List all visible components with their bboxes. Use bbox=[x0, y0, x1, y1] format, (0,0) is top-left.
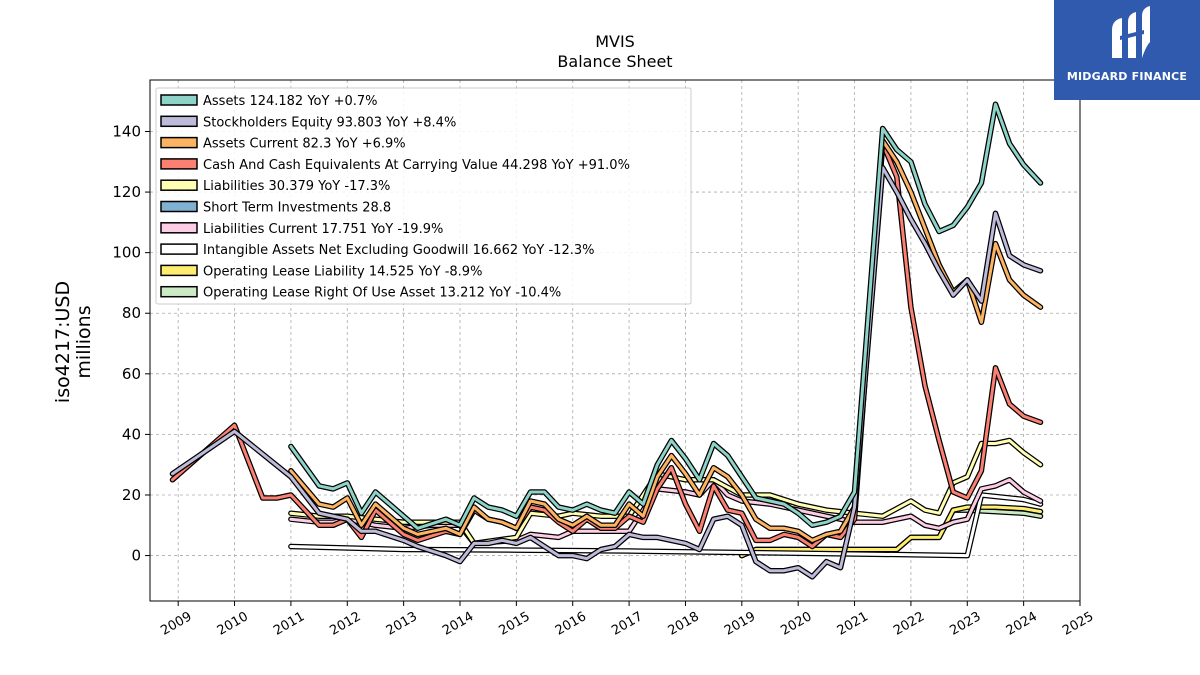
y-tick-label: 40 bbox=[122, 425, 141, 443]
x-tick-label: 2009 bbox=[158, 609, 194, 639]
series-line bbox=[169, 140, 1044, 550]
legend-swatch bbox=[160, 115, 198, 128]
x-tick-label: 2021 bbox=[835, 609, 871, 639]
x-tick-label: 2010 bbox=[215, 609, 251, 639]
x-tick-label: 2013 bbox=[384, 609, 420, 639]
legend-swatch bbox=[160, 136, 198, 149]
legend-swatch bbox=[160, 285, 198, 298]
x-tick-label: 2014 bbox=[440, 609, 476, 639]
series-line-stroke bbox=[289, 493, 1042, 558]
series-line-stroke bbox=[289, 139, 1042, 542]
legend-swatch bbox=[160, 158, 198, 170]
series-line bbox=[288, 137, 1044, 544]
legend-entry: Liabilities 30.379 YoY -17.3% bbox=[203, 179, 390, 194]
x-tick-label: 2015 bbox=[497, 609, 533, 639]
x-tick-label: 2024 bbox=[1004, 609, 1040, 639]
y-axis: 0 20 40 60 80 100 120 140 bbox=[112, 122, 150, 565]
series-line-stroke bbox=[740, 505, 1042, 558]
x-tick-label: 2012 bbox=[327, 609, 363, 639]
legend-swatch bbox=[160, 179, 198, 191]
y-tick-label: 0 bbox=[131, 547, 141, 565]
y-tick-label: 120 bbox=[112, 183, 141, 201]
series-line bbox=[288, 101, 1044, 532]
x-tick-label: 2011 bbox=[271, 609, 307, 639]
series-line bbox=[739, 504, 1044, 559]
chart-title: MVIS bbox=[595, 32, 635, 51]
series-line-stroke bbox=[171, 142, 1042, 548]
y-axis-label-line2: millions bbox=[73, 305, 95, 378]
series-line-stroke bbox=[289, 102, 1042, 530]
plot-frame bbox=[149, 79, 1081, 602]
x-tick-label: 2017 bbox=[609, 609, 645, 639]
y-tick-label: 100 bbox=[112, 244, 141, 262]
legend-entry: Liabilities Current 17.751 YoY -19.9% bbox=[203, 222, 443, 237]
legend-swatch bbox=[160, 200, 198, 213]
legend-entry: Operating Lease Right Of Use Asset 13.21… bbox=[203, 286, 561, 301]
brand-logo: MIDGARD FINANCE bbox=[1054, 0, 1200, 100]
x-tick-label: 2018 bbox=[666, 609, 702, 639]
legend-entry: Assets 124.182 YoY +0.7% bbox=[203, 94, 378, 109]
y-axis-label-line1: iso4217:USD bbox=[52, 281, 74, 403]
x-tick-label: 2016 bbox=[553, 609, 589, 639]
legend-swatch bbox=[160, 264, 198, 277]
brand-name: MIDGARD FINANCE bbox=[1066, 70, 1188, 83]
legend-swatch bbox=[160, 222, 198, 234]
series-line bbox=[169, 165, 1044, 580]
y-tick-label: 80 bbox=[122, 304, 141, 322]
series-line-stroke bbox=[171, 166, 1042, 579]
series-line bbox=[288, 492, 1044, 559]
chart-subtitle: Balance Sheet bbox=[557, 52, 672, 71]
x-tick-label: 2020 bbox=[778, 609, 814, 639]
legend-entry: Assets Current 82.3 YoY +6.9% bbox=[203, 137, 406, 152]
legend-entry: Operating Lease Liability 14.525 YoY -8.… bbox=[203, 264, 482, 279]
legend-swatch bbox=[160, 243, 198, 255]
legend-box bbox=[155, 87, 692, 305]
y-tick-label: 140 bbox=[112, 122, 141, 140]
y-tick-label: 60 bbox=[122, 365, 141, 383]
x-tick-label: 2022 bbox=[891, 609, 927, 639]
legend: Assets 124.182 YoY +0.7% Stockholders Equ… bbox=[155, 87, 692, 305]
legend-swatch bbox=[160, 94, 198, 106]
x-tick-label: 2023 bbox=[947, 609, 983, 639]
legend-entry: Intangible Assets Net Excluding Goodwill… bbox=[203, 243, 594, 258]
x-tick-label: 2025 bbox=[1060, 609, 1096, 639]
series-layer bbox=[169, 101, 1044, 580]
legend-entry: Cash And Cash Equivalents At Carrying Va… bbox=[203, 158, 630, 173]
y-tick-label: 20 bbox=[122, 486, 141, 504]
legend-entry: Short Term Investments 28.8 bbox=[203, 201, 391, 216]
x-tick-label: 2019 bbox=[722, 609, 758, 639]
legend-entry: Stockholders Equity 93.803 YoY +8.4% bbox=[203, 115, 456, 130]
brand-mark-icon bbox=[1112, 6, 1150, 58]
x-axis: 2009 2010 2011 2012 2013 2014 2015 2016 2017 2018… bbox=[158, 601, 1096, 639]
